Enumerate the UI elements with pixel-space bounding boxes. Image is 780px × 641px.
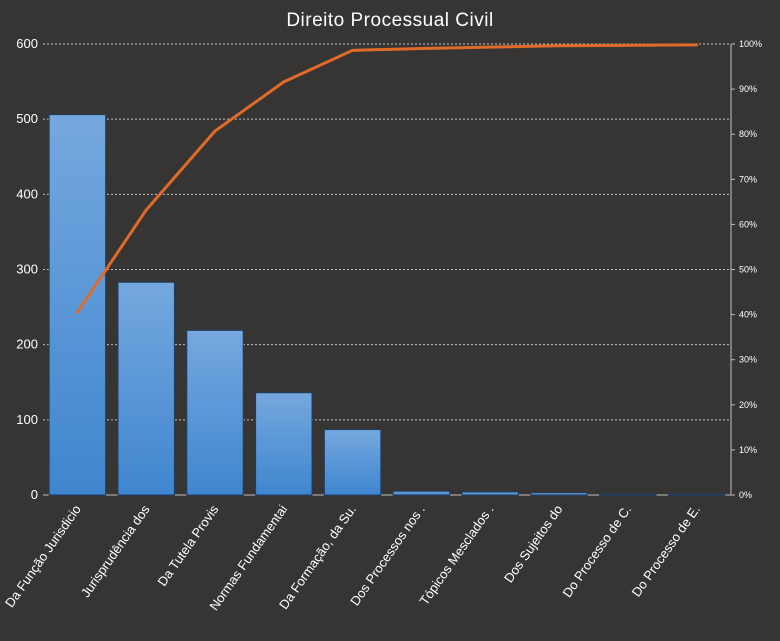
y2-tick-label: 70% <box>739 174 757 184</box>
x-tick-label: Da Função Jurisdicio <box>2 502 84 610</box>
y-tick-label: 500 <box>16 111 38 126</box>
x-tick-label: Do Processo de C. <box>559 502 634 600</box>
bar <box>255 392 313 496</box>
y2-tick-label: 30% <box>739 355 757 365</box>
y2-tick-label: 10% <box>739 445 757 455</box>
y-tick-label: 100 <box>16 412 38 427</box>
x-tick-label: Tópicos Mesclados . <box>416 502 496 608</box>
y-tick-label: 600 <box>16 36 38 51</box>
bar <box>392 490 451 496</box>
y-tick-label: 400 <box>16 186 38 201</box>
x-tick-label: Da Tutela Provis <box>154 502 221 589</box>
bar <box>530 492 588 496</box>
x-tick-label: Dos Sujeitos do <box>501 502 566 585</box>
y2-tick-label: 80% <box>739 129 757 139</box>
x-tick-label: Jurisprudência dos <box>78 502 153 600</box>
bar <box>186 329 244 496</box>
y2-tick-label: 60% <box>739 219 757 229</box>
y-axis-right: 0% 10% 20% 30% 40% 50% 60% 70% 80% 90% 100% <box>731 39 762 500</box>
y-tick-label: 300 <box>16 262 38 277</box>
x-tick-label: Normas Fundamentai <box>206 502 290 613</box>
bars-layer <box>48 114 726 496</box>
bar <box>599 493 657 496</box>
bar <box>667 493 726 496</box>
x-tick-label: Dos Processos nos . <box>347 502 428 608</box>
bar <box>323 429 382 496</box>
y2-tick-label: 100% <box>739 39 762 49</box>
y2-tick-label: 0% <box>739 490 752 500</box>
y-tick-label: 0 <box>31 487 38 502</box>
y2-tick-label: 20% <box>739 400 757 410</box>
y2-tick-label: 40% <box>739 310 757 320</box>
cumulative-line <box>75 43 699 314</box>
cumulative-line-layer <box>75 43 699 314</box>
bar <box>48 114 107 496</box>
y2-tick-label: 50% <box>739 265 757 275</box>
y-axis-left: 0 100 200 300 400 500 600 <box>16 36 38 502</box>
bar <box>461 491 519 496</box>
x-tick-label: Do Processo de E. <box>629 502 703 599</box>
bar <box>117 281 175 496</box>
y-tick-label: 200 <box>16 337 38 352</box>
x-tick-label: Da Formação, da Su. <box>276 502 359 612</box>
y2-tick-label: 90% <box>739 84 757 94</box>
chart-title: Direito Processual Civil <box>286 10 493 31</box>
